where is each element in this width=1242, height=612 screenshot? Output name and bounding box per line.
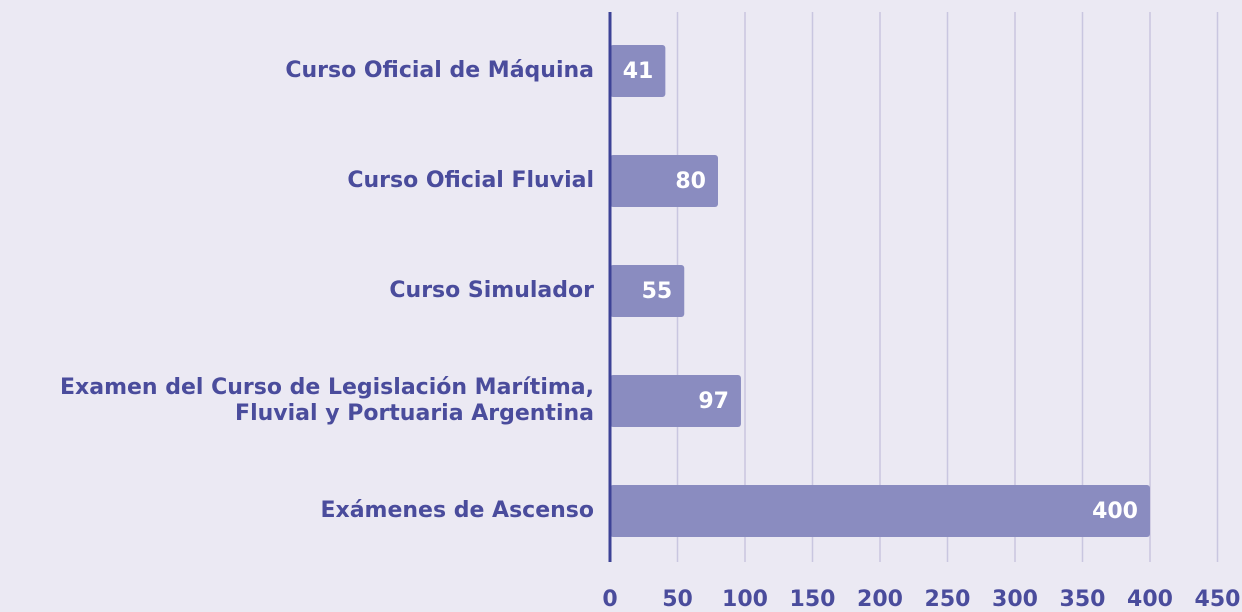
x-tick-label: 350 — [1060, 587, 1106, 612]
x-tick-label: 450 — [1195, 587, 1241, 612]
bar — [610, 265, 685, 317]
y-tick-label: Examen del Curso de Legislación Marítima… — [60, 375, 594, 426]
x-tick-label: 250 — [925, 587, 971, 612]
value-label: 55 — [642, 279, 673, 304]
y-tick-label: Curso Oficial de Máquina — [285, 58, 594, 83]
bar — [610, 485, 1150, 537]
bar — [610, 155, 718, 207]
bar — [610, 45, 666, 97]
x-tick-label: 100 — [722, 587, 768, 612]
x-tick-label: 300 — [992, 587, 1038, 612]
y-tick-label: Curso Simulador — [389, 278, 594, 303]
bar — [610, 375, 741, 427]
value-label: 400 — [1092, 499, 1138, 524]
x-tick-label: 150 — [790, 587, 836, 612]
y-tick-label: Curso Oficial Fluvial — [347, 168, 594, 193]
value-label: 41 — [623, 59, 654, 84]
y-tick-label: Exámenes de Ascenso — [320, 498, 594, 523]
x-tick-label: 200 — [857, 587, 903, 612]
x-tick-label: 0 — [602, 587, 617, 612]
x-tick-label: 400 — [1127, 587, 1173, 612]
value-label: 97 — [698, 389, 729, 414]
x-tick-label: 50 — [662, 587, 693, 612]
value-label: 80 — [675, 169, 706, 194]
